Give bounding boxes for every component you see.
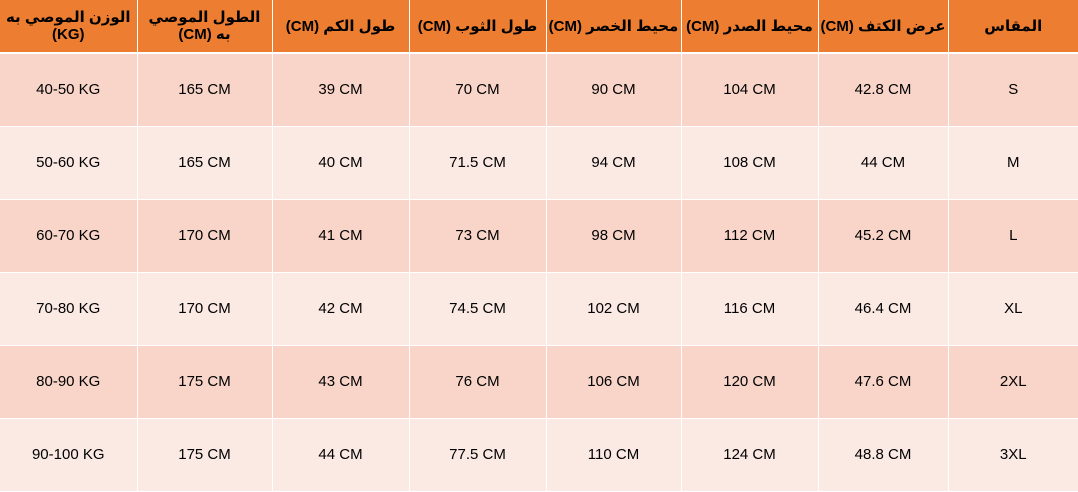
table-row: 50-60 KG 165 CM 40 CM 71.5 CM 94 CM 108 …: [0, 126, 1078, 200]
cell-height: 165 CM: [137, 53, 273, 127]
cell-shoulder: 48.8 CM: [818, 418, 949, 492]
cell-weight: 80-90 KG: [0, 345, 138, 419]
cell-shoulder: 44 CM: [818, 126, 949, 200]
cell-weight: 70-80 KG: [0, 272, 138, 346]
cell-chest: 116 CM: [681, 272, 819, 346]
table-row: 60-70 KG 170 CM 41 CM 73 CM 98 CM 112 CM…: [0, 199, 1078, 273]
cell-waist: 110 CM: [546, 418, 682, 492]
table-row: 80-90 KG 175 CM 43 CM 76 CM 106 CM 120 C…: [0, 345, 1078, 419]
cell-chest: 104 CM: [681, 53, 819, 127]
header-recommended-height: الطول الموصي به (CM): [137, 0, 273, 54]
cell-length: 71.5 CM: [409, 126, 547, 200]
cell-sleeve: 39 CM: [272, 53, 410, 127]
cell-height: 175 CM: [137, 345, 273, 419]
header-garment-length: طول الثوب (CM): [409, 0, 547, 54]
cell-length: 76 CM: [409, 345, 547, 419]
header-row: الوزن الموصي به (KG) الطول الموصي به (CM…: [0, 0, 1078, 54]
cell-length: 74.5 CM: [409, 272, 547, 346]
cell-weight: 40-50 KG: [0, 53, 138, 127]
cell-size: XL: [948, 272, 1078, 346]
cell-chest: 108 CM: [681, 126, 819, 200]
cell-sleeve: 41 CM: [272, 199, 410, 273]
cell-waist: 98 CM: [546, 199, 682, 273]
cell-shoulder: 45.2 CM: [818, 199, 949, 273]
cell-length: 73 CM: [409, 199, 547, 273]
cell-waist: 106 CM: [546, 345, 682, 419]
header-waist: محيط الخصر (CM): [546, 0, 682, 54]
cell-height: 170 CM: [137, 272, 273, 346]
cell-sleeve: 44 CM: [272, 418, 410, 492]
cell-waist: 90 CM: [546, 53, 682, 127]
table-row: 40-50 KG 165 CM 39 CM 70 CM 90 CM 104 CM…: [0, 53, 1078, 127]
cell-waist: 102 CM: [546, 272, 682, 346]
header-chest: محيط الصدر (CM): [681, 0, 819, 54]
cell-weight: 90-100 KG: [0, 418, 138, 492]
table-row: 90-100 KG 175 CM 44 CM 77.5 CM 110 CM 12…: [0, 418, 1078, 492]
header-recommended-weight: الوزن الموصي به (KG): [0, 0, 138, 54]
cell-weight: 60-70 KG: [0, 199, 138, 273]
cell-size: L: [948, 199, 1078, 273]
cell-sleeve: 43 CM: [272, 345, 410, 419]
cell-height: 175 CM: [137, 418, 273, 492]
cell-size: 3XL: [948, 418, 1078, 492]
cell-sleeve: 42 CM: [272, 272, 410, 346]
header-size: المقاس: [948, 0, 1078, 54]
cell-size: M: [948, 126, 1078, 200]
cell-size: 2XL: [948, 345, 1078, 419]
header-shoulder-width: عرض الكتف (CM): [818, 0, 949, 54]
cell-waist: 94 CM: [546, 126, 682, 200]
cell-shoulder: 46.4 CM: [818, 272, 949, 346]
header-sleeve-length: طول الكم (CM): [272, 0, 410, 54]
cell-chest: 120 CM: [681, 345, 819, 419]
cell-chest: 124 CM: [681, 418, 819, 492]
cell-height: 170 CM: [137, 199, 273, 273]
cell-weight: 50-60 KG: [0, 126, 138, 200]
cell-length: 70 CM: [409, 53, 547, 127]
cell-size: S: [948, 53, 1078, 127]
table-row: 70-80 KG 170 CM 42 CM 74.5 CM 102 CM 116…: [0, 272, 1078, 346]
cell-length: 77.5 CM: [409, 418, 547, 492]
cell-sleeve: 40 CM: [272, 126, 410, 200]
cell-height: 165 CM: [137, 126, 273, 200]
cell-chest: 112 CM: [681, 199, 819, 273]
cell-shoulder: 47.6 CM: [818, 345, 949, 419]
cell-shoulder: 42.8 CM: [818, 53, 949, 127]
